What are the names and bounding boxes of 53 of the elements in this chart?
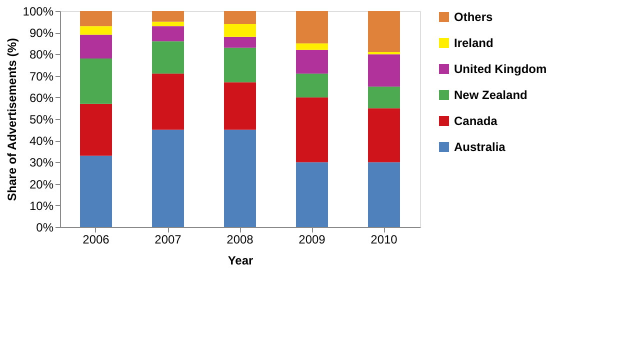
- bar: [224, 11, 256, 24]
- y-tick-label: 40%: [29, 134, 54, 148]
- bar: [296, 50, 328, 74]
- y-tick-label: 20%: [29, 177, 54, 192]
- legend-label: Canada: [454, 114, 498, 128]
- legend-label: Others: [454, 10, 494, 24]
- bar: [296, 97, 328, 162]
- legend-label: Ireland: [454, 36, 494, 50]
- bar: [368, 54, 400, 87]
- bar: [80, 34, 112, 59]
- x-tick-label: 2006: [82, 232, 110, 246]
- y-tick-label: 60%: [29, 90, 54, 105]
- x-tick-label: 2007: [154, 232, 182, 246]
- bar: [224, 130, 256, 227]
- bar: [368, 86, 400, 108]
- x-axis-title: Year: [228, 254, 254, 268]
- bar: [296, 11, 328, 44]
- x-tick-label: 2010: [370, 232, 398, 246]
- bar: [296, 43, 328, 50]
- y-axis-title: Share of Advertisements (%): [4, 38, 19, 201]
- legend-label: Australia: [454, 140, 506, 154]
- x-tick-label: 2009: [298, 232, 326, 246]
- bar: [224, 24, 256, 37]
- bar: [368, 162, 400, 227]
- y-tick-label: 0%: [36, 220, 54, 234]
- bar: [152, 11, 184, 22]
- bar: [152, 41, 184, 74]
- bar: [296, 162, 328, 227]
- bar: [80, 156, 112, 227]
- x-tick-label: 2008: [226, 232, 254, 246]
- bar: [224, 36, 256, 48]
- bar: [368, 11, 400, 52]
- y-tick-label: 30%: [29, 156, 54, 170]
- y-tick-label: 10%: [29, 198, 54, 213]
- legend-label: United Kingdom: [454, 62, 547, 76]
- y-tick-label: 100%: [22, 4, 54, 18]
- y-tick-label: 80%: [29, 48, 54, 62]
- bar: [296, 74, 328, 98]
- bar: [152, 22, 184, 26]
- bar: [224, 82, 256, 130]
- bar: [80, 11, 112, 26]
- y-tick-label: 50%: [29, 112, 54, 126]
- bar: [152, 26, 184, 42]
- bar: [80, 104, 112, 156]
- legend-label: New Zealand: [454, 88, 528, 102]
- bar: [152, 74, 184, 130]
- y-tick-label: 70%: [29, 69, 54, 84]
- bar: [80, 26, 112, 35]
- bar: [152, 130, 184, 227]
- y-tick-label: 90%: [29, 26, 54, 40]
- bar: [368, 108, 400, 162]
- bar: [224, 48, 256, 82]
- bar: [80, 58, 112, 104]
